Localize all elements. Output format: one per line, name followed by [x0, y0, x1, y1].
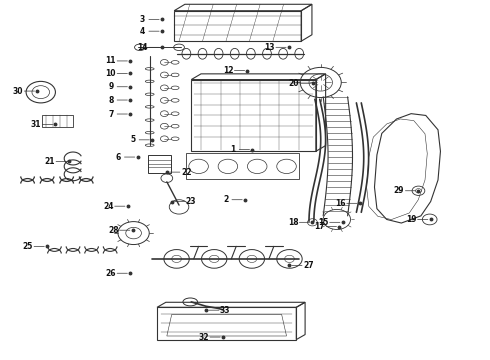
Text: 33: 33 — [220, 306, 230, 315]
Text: 3: 3 — [140, 15, 145, 24]
Text: 7: 7 — [108, 109, 114, 118]
Text: 30: 30 — [13, 86, 23, 95]
Text: 12: 12 — [223, 66, 233, 75]
Text: 15: 15 — [318, 218, 329, 227]
Text: 10: 10 — [105, 69, 116, 78]
Text: 4: 4 — [140, 27, 145, 36]
Text: 22: 22 — [181, 168, 192, 177]
Text: 2: 2 — [223, 195, 228, 204]
Text: 11: 11 — [105, 57, 116, 66]
Text: 28: 28 — [108, 226, 119, 235]
Text: 27: 27 — [303, 261, 314, 270]
Text: 1: 1 — [230, 145, 236, 154]
Text: 31: 31 — [31, 120, 41, 129]
Text: 24: 24 — [103, 202, 114, 211]
Text: 16: 16 — [335, 199, 346, 208]
Text: 17: 17 — [315, 222, 325, 231]
Text: 26: 26 — [105, 269, 116, 278]
Text: 5: 5 — [130, 135, 135, 144]
Text: 6: 6 — [116, 153, 121, 162]
Text: 20: 20 — [289, 79, 299, 88]
Text: 25: 25 — [23, 242, 33, 251]
Text: 9: 9 — [108, 82, 114, 91]
Text: 14: 14 — [137, 43, 148, 52]
Text: 21: 21 — [45, 157, 55, 166]
Text: 8: 8 — [108, 95, 114, 104]
Text: 29: 29 — [394, 186, 404, 195]
Text: 18: 18 — [288, 218, 298, 227]
Text: 32: 32 — [198, 333, 209, 342]
Text: 13: 13 — [265, 43, 275, 52]
Text: 23: 23 — [186, 197, 196, 206]
Text: 19: 19 — [406, 215, 416, 224]
